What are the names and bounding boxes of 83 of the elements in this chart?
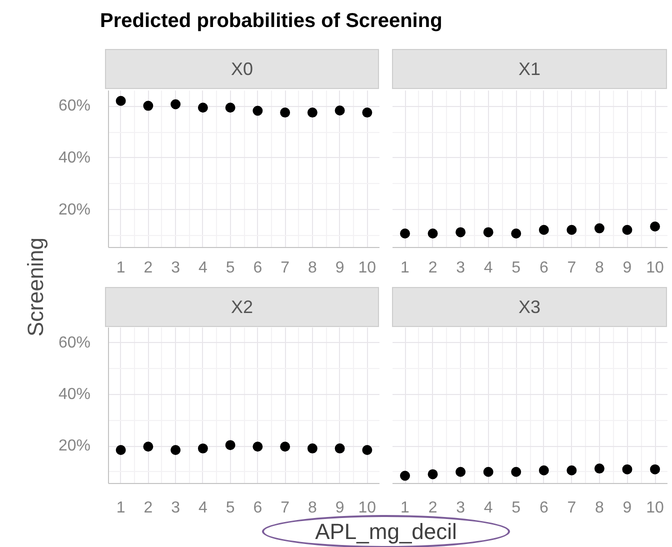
x-tick-label: 9 bbox=[335, 260, 344, 276]
point bbox=[650, 221, 660, 232]
x-tick-label: 2 bbox=[144, 260, 153, 276]
x-tick-label: 6 bbox=[253, 500, 262, 516]
point bbox=[225, 102, 236, 113]
chart-subtitle: X3 bbox=[392, 287, 667, 327]
x-tick-label: 3 bbox=[171, 500, 180, 516]
point bbox=[428, 469, 438, 480]
x-tick-label: 4 bbox=[198, 500, 208, 516]
point bbox=[511, 466, 522, 477]
chart-subtitle: X2 bbox=[105, 287, 379, 327]
point bbox=[116, 96, 126, 106]
x-tick-label: 7 bbox=[280, 260, 290, 276]
x-tick-label: 4 bbox=[484, 500, 493, 516]
x-tick-label: 6 bbox=[539, 500, 548, 516]
x-tick-label: 8 bbox=[594, 260, 604, 276]
y-tick-label: 60% bbox=[58, 98, 91, 115]
x-tick-label: 9 bbox=[622, 500, 632, 516]
x-tick-label: 7 bbox=[567, 500, 576, 516]
x-tick-label: 1 bbox=[400, 500, 410, 516]
point bbox=[334, 105, 345, 116]
chart-subtitle: X1 bbox=[392, 49, 667, 89]
y-tick-label: 40% bbox=[58, 386, 91, 404]
x-tick-label: 5 bbox=[512, 260, 521, 276]
x-tick-label: 10 bbox=[358, 500, 376, 516]
x-tick-label: 6 bbox=[253, 260, 262, 276]
x-tick-label: 1 bbox=[116, 260, 126, 276]
x-tick-label: 7 bbox=[280, 500, 290, 516]
x-tick-label: 8 bbox=[308, 500, 317, 516]
x-tick-label: 7 bbox=[567, 260, 576, 276]
x-tick-label: 9 bbox=[335, 500, 344, 516]
point bbox=[566, 465, 577, 476]
y-tick-label: 20% bbox=[58, 438, 91, 455]
point bbox=[511, 228, 522, 238]
x-tick-label: 1 bbox=[116, 500, 126, 516]
x-tick-label: 2 bbox=[428, 260, 438, 276]
x-tick-label: 3 bbox=[456, 260, 466, 276]
point bbox=[280, 108, 290, 118]
point bbox=[594, 223, 604, 234]
x-tick-label: 6 bbox=[539, 260, 548, 276]
point bbox=[456, 466, 466, 477]
point bbox=[170, 99, 181, 110]
x-tick-label: 5 bbox=[512, 500, 521, 516]
point bbox=[650, 464, 660, 474]
y-tick-label: 20% bbox=[58, 201, 91, 218]
x-tick-label: 3 bbox=[171, 260, 180, 276]
point bbox=[307, 108, 318, 118]
x-tick-label: 9 bbox=[622, 260, 632, 276]
point bbox=[622, 464, 632, 474]
point bbox=[483, 466, 494, 477]
x-tick-label: 10 bbox=[646, 260, 664, 276]
x-tick-label: 2 bbox=[428, 500, 438, 516]
point bbox=[400, 228, 410, 238]
point bbox=[483, 227, 494, 238]
x-tick-label: 10 bbox=[358, 260, 376, 276]
x-tick-label: 5 bbox=[226, 500, 235, 516]
y-tick-label: 60% bbox=[58, 334, 91, 352]
x-tick-label: 8 bbox=[308, 260, 317, 276]
point bbox=[362, 108, 372, 118]
point bbox=[400, 470, 410, 481]
x-axis-title: APL_mg_decil bbox=[315, 518, 457, 544]
y-axis-title: Screening bbox=[23, 237, 49, 337]
x-tick-label: 1 bbox=[400, 260, 410, 276]
x-tick-label: 4 bbox=[484, 260, 493, 276]
x-tick-label: 8 bbox=[594, 500, 604, 516]
point bbox=[252, 106, 263, 116]
x-tick-label: 2 bbox=[144, 500, 153, 516]
x-tick-label: 4 bbox=[198, 260, 208, 276]
point bbox=[594, 464, 604, 474]
x-tick-label: 5 bbox=[226, 260, 235, 276]
x-tick-label: 3 bbox=[456, 500, 466, 516]
chart-title: Predicted probabilities of Screening bbox=[99, 9, 442, 34]
point bbox=[566, 224, 577, 235]
chart-subtitle: X0 bbox=[105, 49, 379, 89]
point bbox=[538, 224, 549, 235]
x-tick-label: 10 bbox=[646, 500, 664, 516]
point bbox=[428, 228, 438, 238]
point bbox=[143, 100, 154, 111]
y-tick-label: 40% bbox=[58, 149, 91, 166]
point bbox=[622, 224, 632, 235]
point bbox=[198, 102, 208, 113]
point bbox=[538, 465, 549, 476]
point bbox=[456, 227, 466, 238]
